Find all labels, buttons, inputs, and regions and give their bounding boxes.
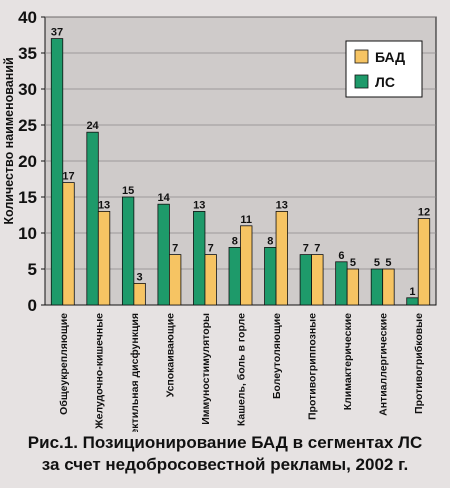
- bar-lc: [193, 210, 206, 306]
- bar-lc: [299, 254, 312, 306]
- data-label-bad: 12: [418, 207, 430, 219]
- bar-bad: [275, 210, 288, 306]
- bar-lc: [121, 196, 135, 306]
- data-label-bad: 3: [137, 271, 143, 283]
- legend-label: БАД: [375, 49, 405, 65]
- y-tick-label: 30: [18, 80, 37, 99]
- category-label: Иммуностимуляторы: [200, 313, 212, 425]
- category-label: Желудочно-кишечные: [93, 313, 105, 430]
- data-label-bad: 7: [208, 243, 214, 255]
- bar-lc: [157, 203, 170, 306]
- caption-line-1: Рис.1. Позиционирование БАД в сегментах …: [27, 433, 423, 452]
- category-label: Эректильная дисфункция: [129, 313, 141, 432]
- data-label-lc: 14: [158, 192, 171, 204]
- y-axis-label: Количество наименований: [2, 57, 16, 224]
- bar-lc: [370, 268, 384, 306]
- category-label: Антиаллергические: [378, 313, 390, 416]
- category-label: Общеукрепляющие: [58, 313, 70, 415]
- bar-lc: [50, 38, 64, 306]
- data-label-lc: 6: [338, 250, 344, 262]
- bar-bad: [204, 254, 217, 306]
- bar-bad: [240, 225, 253, 306]
- legend-swatch: [354, 49, 369, 64]
- data-label-bad: 5: [385, 257, 391, 269]
- category-label: Климактерические: [342, 313, 354, 410]
- legend-swatch: [354, 74, 369, 89]
- data-label-lc: 8: [232, 235, 238, 247]
- bar-bad: [382, 268, 395, 306]
- legend-label: ЛС: [375, 74, 395, 90]
- data-label-lc: 15: [122, 185, 134, 197]
- y-tick-label: 20: [18, 152, 37, 171]
- y-tick-label: 15: [18, 188, 37, 207]
- bar-bad: [97, 210, 111, 306]
- bar-lc: [406, 297, 419, 306]
- category-label: Успокаивающие: [164, 313, 176, 397]
- bar-bad: [346, 268, 360, 306]
- category-label: Болеутоляющие: [271, 313, 283, 399]
- data-label-lc: 5: [374, 257, 380, 269]
- data-label-bad: 17: [62, 171, 74, 183]
- figure-caption: Рис.1. Позиционирование БАД в сегментах …: [0, 432, 450, 476]
- y-tick-label: 0: [28, 296, 37, 315]
- y-tick-label: 5: [28, 260, 37, 279]
- data-label-lc: 1: [409, 286, 415, 298]
- category-label: Противогрибковые: [413, 313, 425, 414]
- bar-lc: [335, 261, 348, 306]
- y-tick-label: 10: [18, 224, 37, 243]
- bar-bad: [417, 218, 431, 306]
- bar-bad: [133, 282, 146, 306]
- data-label-bad: 7: [314, 243, 320, 255]
- data-label-bad: 7: [172, 243, 178, 255]
- y-tick-label: 35: [18, 44, 37, 63]
- category-label: Кашель, боль в горле: [236, 313, 248, 426]
- data-label-lc: 13: [193, 199, 205, 211]
- data-label-lc: 37: [51, 27, 63, 39]
- category-label: Противогриппозные: [307, 313, 319, 420]
- y-tick-label: 40: [18, 8, 37, 27]
- bar-bad: [169, 254, 182, 306]
- data-label-lc: 7: [303, 243, 309, 255]
- bar-lc: [86, 131, 99, 306]
- data-label-bad: 13: [276, 199, 288, 211]
- data-label-bad: 13: [98, 199, 110, 211]
- bar-bad: [62, 182, 75, 306]
- data-label-lc: 24: [86, 120, 99, 132]
- bar-lc: [228, 246, 241, 306]
- bar-bad: [311, 254, 324, 306]
- data-label-lc: 8: [267, 235, 273, 247]
- caption-line-2: за счет недобросовестной рекламы, 2002 г…: [41, 455, 409, 474]
- bar-lc: [264, 246, 277, 306]
- y-tick-label: 25: [18, 116, 37, 135]
- data-label-bad: 5: [350, 257, 356, 269]
- data-label-bad: 11: [240, 214, 252, 226]
